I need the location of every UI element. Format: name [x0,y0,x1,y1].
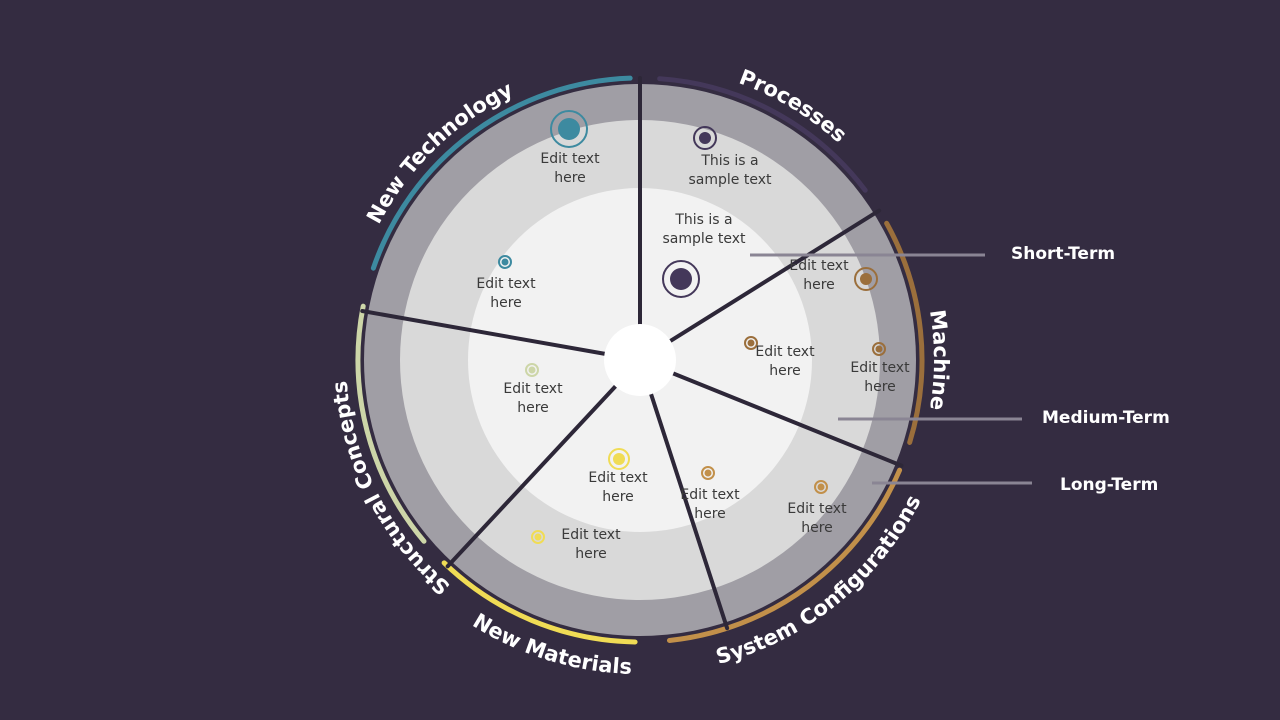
segment-arc-3 [441,560,638,645]
note-marker-ring [531,530,545,544]
note-marker-dot [670,268,692,290]
note-3-0: Edit text here [588,448,648,505]
note-text: This is a sample text [689,153,772,188]
term-label: Short-Term [1011,244,1115,264]
note-text: Edit text here [755,344,815,379]
note-4-0: Edit text here [503,363,563,416]
note-text: Edit text here [787,501,847,536]
segment-arc-2 [666,467,903,643]
note-marker-dot [528,366,536,374]
segment-divider-4 [445,382,619,569]
note-2-0: Edit text here [680,466,740,522]
segment-notes: This is a sample text This is a sample text… [476,110,910,562]
note-marker-dot [875,345,883,353]
note-3-1: Edit text here [531,527,621,562]
term-short: Short-Term [750,244,1115,264]
note-text: Edit text here [588,470,648,505]
segment-arc-5 [370,75,633,271]
center-circle [604,324,676,396]
note-marker-ring [550,110,588,148]
note-text: Edit text here [850,360,910,395]
note-marker-ring [525,363,539,377]
note-marker-ring [608,448,630,470]
note-marker-dot [699,132,711,144]
term-label: Medium-Term [1042,408,1170,428]
note-marker-ring [693,126,717,150]
segment-arc-4 [355,303,427,544]
note-5-0: Edit text here [540,110,600,186]
note-text: Edit text here [789,258,849,293]
note-text: Edit text here [540,151,600,186]
note-marker-ring [498,255,512,269]
note-text: Edit text here [476,276,536,311]
segment-divider-2 [669,370,904,468]
note-text: Edit text here [561,527,621,562]
term-legend: Short-Term Medium-Term Long-Term [750,244,1170,495]
note-marker-dot [704,469,712,477]
segment-divider-1 [666,208,882,344]
note-marker-dot [817,483,825,491]
term-long: Long-Term [872,475,1158,495]
note-1-0: Edit text here [789,258,878,293]
segment-arc-1 [884,220,925,445]
note-marker-dot [747,339,755,347]
note-1-1: Edit text here [850,342,910,395]
note-marker-ring [814,480,828,494]
segment-divider-3 [648,390,730,631]
segment-title-1: Machine [925,308,953,412]
note-marker-dot [501,258,509,266]
note-marker-dot [613,453,625,465]
note-0-1: This is a sample text [662,212,746,298]
note-5-1: Edit text here [476,255,536,311]
segment-title-arcs [355,75,925,645]
term-medium: Medium-Term [838,408,1170,428]
note-marker-dot [534,533,542,541]
note-marker-ring [662,260,700,298]
note-marker-ring [744,336,758,350]
segment-arc-0 [657,76,868,193]
note-text: Edit text here [680,487,740,522]
segment-divider-5 [360,309,609,357]
note-text: This is a sample text [663,212,746,247]
note-0-0: This is a sample text [689,126,772,188]
note-text: Edit text here [503,381,563,416]
note-1-2: Edit text here [744,336,815,379]
note-marker-ring [872,342,886,356]
segment-dividers [360,76,904,631]
note-2-1: Edit text here [787,480,847,536]
note-marker-ring [701,466,715,480]
term-label: Long-Term [1060,475,1158,495]
note-marker-dot [558,118,580,140]
note-marker-dot [860,273,872,285]
note-marker-ring [854,267,878,291]
